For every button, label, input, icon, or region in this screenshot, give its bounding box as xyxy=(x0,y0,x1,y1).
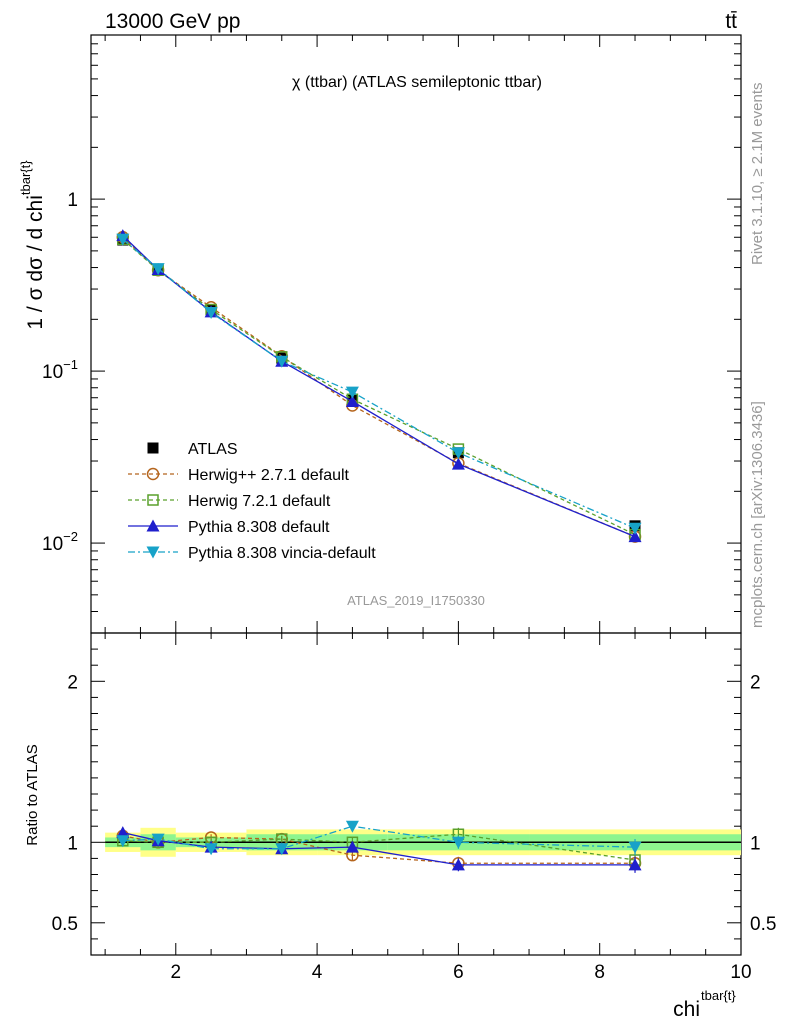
ratio-plot-frame xyxy=(90,632,742,956)
ratio-y-tick-label-right: 2 xyxy=(750,672,761,693)
x-tick-label: 2 xyxy=(170,962,181,983)
legend-entry-0-marker xyxy=(147,442,159,454)
x-tick-label: 6 xyxy=(453,962,464,983)
ratio-y-tick-label: 1 xyxy=(67,833,78,854)
main-y-tick-label: 10−2 xyxy=(42,529,78,555)
ratio-y-tick-label-right: 1 xyxy=(750,833,761,854)
main-plot: 1 10−1 10−2 xyxy=(42,34,742,634)
legend-entry-4-label: Pythia 8.308 vincia-default xyxy=(188,545,376,562)
series-3-point xyxy=(345,394,359,407)
x-tick-label: 4 xyxy=(312,962,323,983)
series-4-point xyxy=(451,447,465,460)
x-axis-label: chi tbar{t} xyxy=(673,988,736,1021)
rivet-version-label: Rivet 3.1.10, ≥ 2.1M events xyxy=(749,83,766,266)
legend-entry-2-marker xyxy=(147,494,159,506)
svg-text:1 / σ dσ / d chitbar{t}: 1 / σ dσ / d chitbar{t} xyxy=(18,160,47,330)
x-axis-label-sup: tbar{t} xyxy=(701,988,736,1003)
ratio-y-tick-label-right: 0.5 xyxy=(750,914,776,935)
series-4-point xyxy=(116,233,130,246)
main-y-axis-label-sup: tbar{t} xyxy=(18,160,33,195)
legend-entry-3-marker xyxy=(146,519,160,532)
series-4-point xyxy=(151,263,165,276)
series-4-point xyxy=(204,307,218,320)
series-4-point xyxy=(628,522,642,535)
series-4-point xyxy=(345,386,359,399)
legend-entry-3-label: Pythia 8.308 default xyxy=(188,519,330,536)
ratio-series-3-point xyxy=(116,835,130,848)
header-energy-label: 13000 GeV pp xyxy=(105,10,240,33)
legend-entry-1-label: Herwig++ 2.7.1 default xyxy=(188,467,350,484)
series-4-point xyxy=(275,355,289,368)
ratio-series-2-point xyxy=(628,858,642,871)
x-axis-label-text: chi xyxy=(673,998,700,1021)
legend: ATLAS Herwig++ 2.7.1 default Herwig 7.2.1 … xyxy=(128,441,376,562)
x-tick-label: 8 xyxy=(594,962,605,983)
ratio-y-tick-label: 0.5 xyxy=(52,914,78,935)
header-process-label: tt̄ xyxy=(725,10,737,33)
x-tick-label: 10 xyxy=(730,962,751,983)
ratio-y-axis-label: Ratio to ATLAS xyxy=(24,744,41,845)
main-y-axis-label-text: 1 / σ dσ / d chi xyxy=(24,195,47,329)
legend-entry-1-marker xyxy=(146,467,160,481)
ratio-y-tick-label: 2 xyxy=(67,672,78,693)
series-3-point xyxy=(628,530,642,543)
series-4-line xyxy=(122,238,636,529)
main-plot-frame xyxy=(90,34,742,634)
mcplots-reference-label: mcplots.cern.ch [arXiv:1306.3436] xyxy=(749,401,766,628)
ratio-series-3-point xyxy=(275,843,289,856)
series-1-line xyxy=(122,236,636,538)
series-3-line xyxy=(122,235,636,538)
main-y-axis-label: 1 / σ dσ / d chitbar{t} xyxy=(18,160,47,330)
ratio-series-2-point xyxy=(451,858,465,871)
ratio-plot: 2 4 6 8 10 0.5 0.5 1 1 2 2 xyxy=(52,632,776,983)
main-y-tick-label: 10−1 xyxy=(42,357,78,383)
series-3-point xyxy=(451,457,465,470)
ratio-series-3-point xyxy=(451,836,465,849)
ratio-series-2-point xyxy=(116,826,130,839)
ratio-series-3-point xyxy=(345,820,359,833)
ratio-series-2-point xyxy=(345,840,359,853)
ratio-series-3-point xyxy=(204,843,218,856)
series-2-line xyxy=(122,238,636,536)
ratio-series-3-point xyxy=(151,833,165,846)
plot-title: χ (ttbar) (ATLAS semileptonic ttbar) xyxy=(292,74,542,91)
legend-entry-0-label: ATLAS xyxy=(188,441,238,458)
main-y-tick-label: 1 xyxy=(67,190,78,211)
ratio-series-3-point xyxy=(628,841,642,854)
analysis-watermark: ATLAS_2019_I1750330 xyxy=(347,593,485,608)
legend-entry-4-marker xyxy=(146,546,160,559)
legend-entry-2-label: Herwig 7.2.1 default xyxy=(188,493,331,510)
